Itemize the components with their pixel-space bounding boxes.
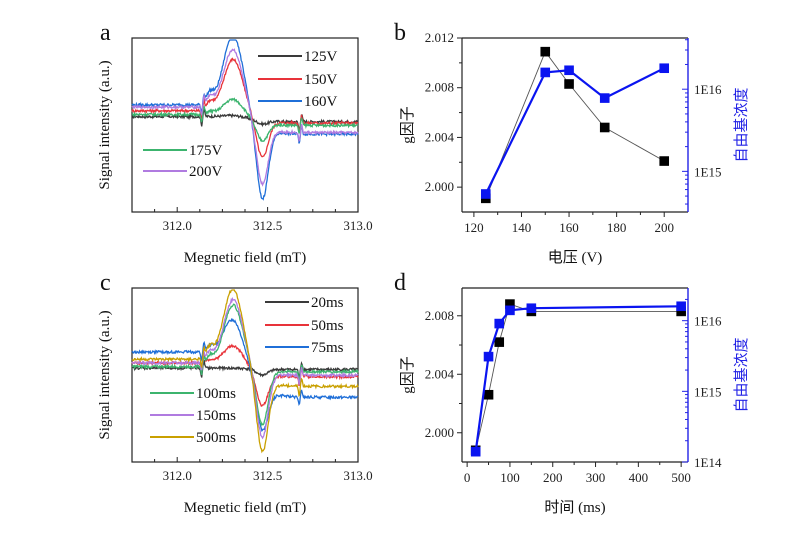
spectrum-500ms: [131, 289, 359, 454]
x-tick-label: 312.0: [163, 218, 192, 233]
series-line-g-factor: [475, 303, 682, 451]
x-tick-label: 200: [543, 470, 563, 485]
x-ticks-c: 312.0 312.5 313.0: [131, 457, 373, 483]
curves-a: [131, 39, 359, 201]
right-tick-label: 1E16: [694, 82, 722, 97]
y-axis-title-right-b: 自由基浓度: [733, 87, 750, 162]
data-point-g-factor: [483, 389, 494, 400]
y-axis-title-a: Signal intensity (a.u.): [97, 60, 113, 189]
x-tick-label: 312.5: [253, 218, 282, 233]
legend-label: 20ms: [311, 295, 344, 311]
data-point-g-factor: [494, 337, 505, 347]
data-point-radical-concentration: [564, 65, 574, 76]
panel-d-g-factor-time: d 0 100 200 300 400 500 2.000 2.004 2.008 1E14 1E1…: [394, 270, 750, 516]
y-tick-label: 2.004: [425, 129, 455, 144]
data-point-g-factor: [659, 156, 670, 166]
x-tick-label: 140: [512, 220, 532, 235]
x-axis-title-c: Megnetic field (mT): [184, 500, 306, 516]
panel-letter-a: a: [100, 20, 111, 46]
legend-label: 125V: [304, 49, 338, 65]
x-tick-label: 100: [500, 470, 520, 485]
y-tick-label: 2.000: [425, 425, 454, 440]
data-point-g-factor: [540, 46, 551, 57]
data-point-radical-concentration: [526, 303, 537, 314]
spectrum-175V: [131, 97, 359, 143]
legend-label: 160V: [304, 94, 338, 110]
data-point-g-factor: [564, 79, 574, 89]
y-axis-title-left-d: g因子: [399, 356, 416, 394]
spectrum-150V: [131, 57, 359, 158]
legend-label: 100ms: [196, 386, 236, 402]
x-tick-label: 300: [586, 470, 606, 485]
data-point-radical-concentration: [494, 318, 505, 329]
legend-label: 150ms: [196, 408, 236, 424]
x-tick-label: 312.5: [253, 468, 282, 483]
y-axis-title-c: Signal intensity (a.u.): [97, 310, 113, 439]
panel-a-epr-voltage: a 312.0 312.5 313.0 Megnetic field (mT) Si…: [97, 20, 373, 266]
x-tick-label: 500: [671, 470, 691, 485]
y-tick-label: 2.004: [425, 366, 455, 381]
data-point-radical-concentration: [659, 63, 670, 74]
x-axis-title-b: 电压 (V): [548, 249, 603, 266]
legend-label: 500ms: [196, 430, 236, 446]
x-ticks-a: 312.0 312.5 313.0: [131, 207, 373, 233]
x-tick-label: 312.0: [163, 468, 192, 483]
legend-label: 50ms: [311, 318, 344, 334]
curves-c: [131, 289, 359, 454]
x-tick-label: 160: [559, 220, 579, 235]
panel-letter-c: c: [100, 270, 111, 296]
y-tick-label: 2.012: [425, 30, 454, 45]
panel-letter-d: d: [394, 270, 406, 296]
x-tick-label: 313.0: [343, 218, 372, 233]
series-line-radical-concentration: [484, 67, 665, 195]
legend-label: 75ms: [311, 340, 344, 356]
right-tick-label: 1E14: [694, 455, 722, 470]
legend-a: 125V 150V 160V 175V 200V: [143, 49, 338, 180]
panel-b-g-factor-voltage: b 120 140 160 180 200 2.000 2.004 2.008 2.012 1E1…: [394, 20, 750, 266]
panel-c-epr-time: c 312.0 312.5 313.0 Megnetic field (mT) Si…: [97, 270, 373, 516]
legend-label: 150V: [304, 72, 338, 88]
y-tick-label: 2.008: [425, 308, 454, 323]
x-tick-label: 313.0: [343, 468, 372, 483]
ticks-b: 120 140 160 180 200 2.000 2.004 2.008 2.012 1E15 1…: [425, 30, 722, 235]
data-point-radical-concentration: [505, 305, 515, 316]
right-tick-label: 1E16: [694, 314, 722, 329]
right-tick-label: 1E15: [694, 164, 721, 179]
data-point-radical-concentration: [483, 351, 494, 362]
x-axis-title-d: 时间 (ms): [544, 499, 605, 516]
series-line-radical-concentration: [474, 305, 682, 452]
spectrum-125V: [131, 108, 359, 131]
series-b: [480, 46, 670, 204]
y-tick-label: 2.008: [425, 80, 454, 95]
right-tick-label: 1E15: [694, 384, 721, 399]
legend-label: 175V: [189, 143, 223, 159]
x-axis-title-a: Megnetic field (mT): [184, 250, 306, 266]
y-tick-label: 2.000: [425, 179, 454, 194]
data-point-radical-concentration: [540, 67, 551, 78]
spectrum-200V: [131, 48, 359, 187]
legend-c: 20ms 50ms 75ms 100ms 150ms 500ms: [150, 295, 344, 446]
x-tick-label: 120: [464, 220, 484, 235]
spectrum-75ms: [131, 318, 359, 432]
x-tick-label: 0: [464, 470, 471, 485]
x-tick-label: 180: [607, 220, 627, 235]
data-point-radical-concentration: [480, 189, 491, 199]
data-point-radical-concentration: [599, 93, 610, 103]
series-d: [470, 299, 686, 457]
data-point-g-factor: [599, 122, 610, 133]
data-point-radical-concentration: [470, 446, 481, 457]
panel-letter-b: b: [394, 20, 406, 46]
y-axis-title-right-d: 自由基浓度: [733, 337, 750, 412]
x-tick-label: 200: [654, 220, 674, 235]
x-tick-label: 400: [629, 470, 649, 485]
ticks-d: 0 100 200 300 400 500 2.000 2.004 2.008 1E14 1E15 1…: [425, 298, 722, 485]
legend-label: 200V: [189, 164, 223, 180]
y-axis-title-left-b: g因子: [399, 106, 416, 144]
data-point-radical-concentration: [676, 301, 686, 312]
